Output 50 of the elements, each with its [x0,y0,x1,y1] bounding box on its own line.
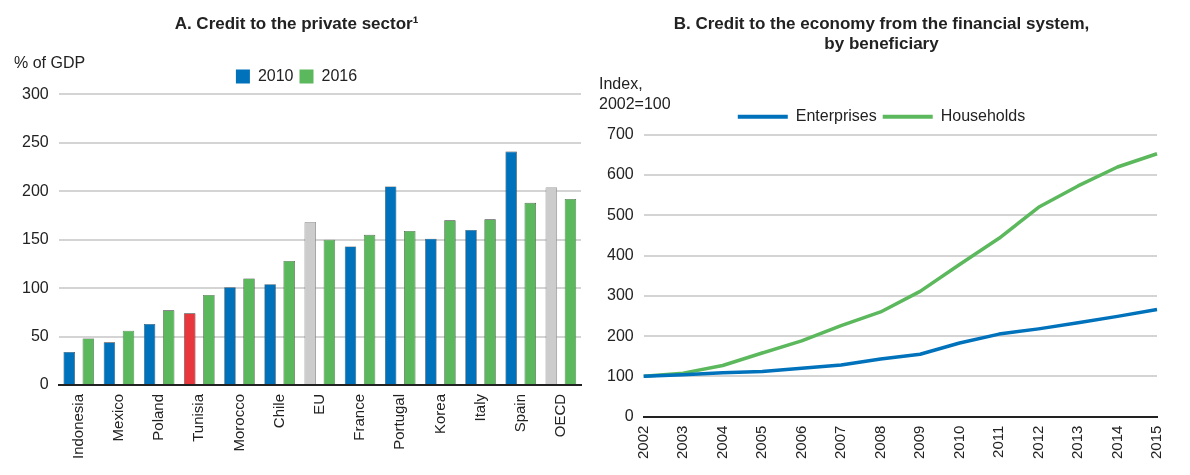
y-tick-label: 250 [21,133,49,151]
y-tick-label: 150 [21,230,49,248]
legend-label: Households [940,107,1026,125]
x-tick-label: 2012 [1028,425,1046,460]
chart-title: B. Credit to the economy from the financial system, by beneficiary [673,13,1090,54]
y-tick-label: 200 [606,326,634,344]
y-tick-label: 700 [606,125,634,143]
x-tick-label: Korea [430,393,448,434]
x-tick-label: Italy [470,393,488,422]
chart-title: A. Credit to the private sector¹ [174,13,419,33]
y-tick-label: 400 [606,245,634,263]
x-tick-label: 2009 [910,425,928,460]
x-tick-label: 2013 [1068,425,1086,460]
x-tick-label: Tunisia [189,393,207,442]
x-tick-label: 2005 [752,425,770,460]
y-tick-label: 0 [624,407,634,425]
x-tick-label: 2014 [1107,425,1125,460]
x-tick-label: Indonesia [68,393,86,460]
x-tick-label: 2010 [949,425,967,460]
x-tick-label: Portugal [390,393,408,450]
y-tick-label: 200 [21,181,49,199]
y-tick-label: 100 [606,366,634,384]
x-tick-label: 2003 [673,425,691,460]
y-tick-label: 0 [39,375,49,393]
y-tick-label: 300 [21,84,49,102]
x-tick-label: 2002 [633,425,651,460]
y-axis-title: % of GDP [14,54,86,72]
x-tick-label: EU [309,393,327,415]
legend-label: Enterprises [795,107,877,125]
y-tick-label: 50 [30,326,49,344]
y-tick-label: 100 [21,278,49,296]
legend-label: 2016 [321,66,358,84]
y-tick-label: 300 [606,286,634,304]
x-tick-label: Poland [149,393,167,441]
x-tick-label: Morocco [229,393,247,452]
x-tick-label: 2011 [989,425,1007,458]
x-tick-label: Mexico [109,393,127,442]
x-tick-label: France [350,393,368,441]
x-tick-label: 2015 [1147,425,1165,460]
x-tick-label: 2007 [831,425,849,460]
legend-label: 2010 [257,66,294,84]
x-tick-label: 2004 [712,425,730,460]
x-tick-label: Spain [510,393,528,433]
x-tick-label: Chile [269,393,287,429]
y-axis-title: Index, 2002=100 [599,74,671,112]
y-tick-label: 600 [606,165,634,183]
y-tick-label: 500 [606,205,634,223]
x-tick-label: OECD [551,393,569,438]
x-tick-label: 2006 [791,425,809,460]
x-tick-label: 2008 [870,425,888,460]
